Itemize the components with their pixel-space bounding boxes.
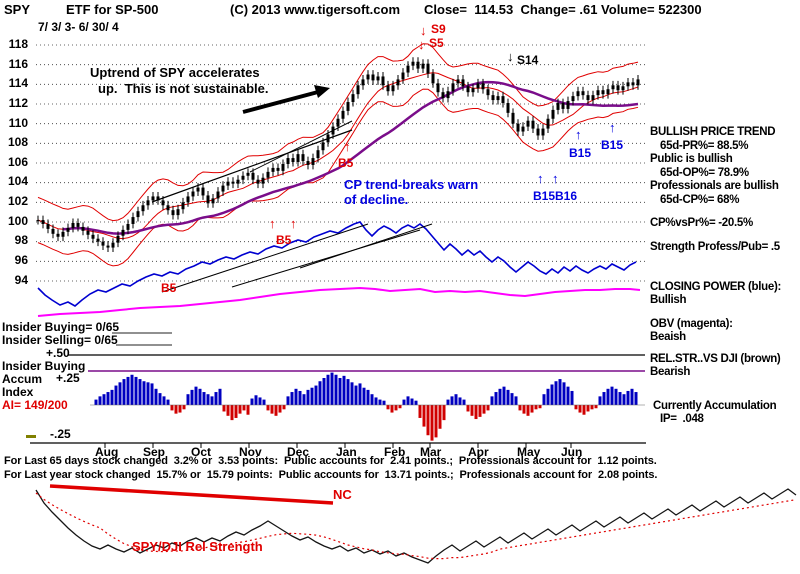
right-panel-line: Strength Profess/Pub= .5 bbox=[650, 241, 780, 253]
price-axis-label: 98 bbox=[14, 233, 28, 247]
date-range: 7/ 3/ 3- 6/ 30/ 4 bbox=[38, 20, 119, 34]
chart-overlay-lines bbox=[26, 85, 646, 505]
month-label: Aug bbox=[95, 445, 119, 459]
quote-line: Close= 114.53 Change= .61 Volume= 522300 bbox=[424, 2, 702, 17]
b5-signal: B5 bbox=[161, 281, 177, 295]
accum-index-label2: Accum bbox=[2, 372, 43, 386]
month-label: Jan bbox=[336, 445, 357, 459]
right-panel-line: Beaish bbox=[650, 331, 686, 343]
accum-index-label3: Index bbox=[2, 385, 34, 399]
chart-title: ETF for SP-500 bbox=[66, 2, 159, 17]
stats-line-year: For Last year stock changed 15.7% or 15.… bbox=[4, 469, 658, 481]
price-axis-label: 104 bbox=[7, 174, 28, 188]
price-axis-label: 108 bbox=[7, 135, 28, 149]
sell-arrow-icon: ↓ bbox=[507, 49, 514, 64]
ai-value-label: AI= 149/200 bbox=[2, 398, 68, 412]
symbol-label: SPY bbox=[4, 2, 31, 17]
s9-signal: S9 bbox=[431, 22, 446, 36]
right-panel-line: REL.STR..VS DJI (brown) bbox=[650, 353, 781, 365]
buy-arrow-icon: ↑ bbox=[269, 216, 276, 231]
buy-arrow-icon: ↑ bbox=[344, 139, 351, 154]
price-axis-label: 118 bbox=[8, 37, 28, 51]
b15-signal: B15 bbox=[601, 138, 624, 152]
right-panel-line: Bearish bbox=[650, 366, 691, 378]
month-label: Apr bbox=[468, 445, 489, 459]
b15b16-signal: B15B16 bbox=[533, 189, 578, 203]
right-panel-line: 65d-OP%= 78.9% bbox=[660, 167, 749, 179]
right-panel-line: CP%vsPr%= -20.5% bbox=[650, 217, 753, 229]
cp-warning-line1: CP trend-breaks warn bbox=[344, 177, 479, 192]
stats-line-65d: For Last 65 days stock changed 3.2% or 3… bbox=[4, 455, 657, 467]
price-axis-label: 116 bbox=[8, 57, 28, 71]
month-label: May bbox=[517, 445, 541, 459]
right-panel-line: Bullish bbox=[650, 294, 687, 306]
sell-arrow-icon: ↓ bbox=[420, 23, 427, 38]
acceleration-arrow bbox=[242, 90, 319, 114]
olive-tick bbox=[26, 435, 36, 438]
price-axis-label: 112 bbox=[8, 96, 28, 110]
month-label: Sep bbox=[143, 445, 166, 459]
month-label: Feb bbox=[384, 445, 406, 459]
right-panel-line: 65d-PR%= 88.5% bbox=[660, 140, 749, 152]
month-label: Oct bbox=[191, 445, 212, 459]
month-label: Jun bbox=[561, 445, 583, 459]
price-axis-label: 96 bbox=[14, 253, 28, 267]
insider-buying-label: Insider Buying= 0/65 bbox=[2, 320, 120, 334]
month-label: Nov bbox=[239, 445, 262, 459]
price-axis-label: 110 bbox=[8, 116, 28, 130]
insider-selling-label: Insider Selling= 0/65 bbox=[2, 333, 118, 347]
price-axis-label: 102 bbox=[7, 194, 28, 208]
right-panel-line: Public is bullish bbox=[650, 153, 733, 165]
right-panel-line: Currently Accumulation bbox=[653, 400, 777, 412]
right-panel-line: CLOSING POWER (blue): bbox=[650, 281, 782, 293]
minus25-level-label: -.25 bbox=[50, 427, 71, 441]
right-panel-line: OBV (magenta): bbox=[650, 318, 733, 330]
sell-arrow-icon: ↓ bbox=[418, 37, 425, 52]
cp-warning-line2: of decline. bbox=[344, 192, 409, 207]
buy-arrow-icon: ↑ bbox=[552, 171, 559, 186]
b5-signal: B5 bbox=[276, 233, 292, 247]
plus50-level-label: +.50 bbox=[46, 346, 70, 360]
buy-arrow-icon: ↑ bbox=[290, 216, 297, 231]
buy-arrow-icon: ↑ bbox=[537, 171, 544, 186]
month-label: Dec bbox=[287, 445, 310, 459]
rel-strength-label: SPY/DJI Rel Strength bbox=[132, 539, 263, 554]
right-panel-line: IP= .048 bbox=[660, 413, 704, 425]
buy-arrow-icon: ↑ bbox=[575, 127, 582, 142]
accum-index-label1: Insider Buying bbox=[2, 359, 86, 373]
right-panel-line: BULLISH PRICE TREND bbox=[650, 126, 776, 138]
right-panel-line: Professionals are bullish bbox=[650, 180, 779, 192]
b15-signal: B15 bbox=[569, 146, 592, 160]
b5-signal: B5 bbox=[338, 156, 354, 170]
s5-signal: S5 bbox=[429, 36, 444, 50]
copyright-label: (C) 2013 www.tigersoft.com bbox=[230, 2, 400, 17]
price-axis-label: 94 bbox=[14, 273, 28, 287]
acceleration-arrowhead bbox=[314, 85, 330, 98]
right-panel-line: 65d-CP%= 68% bbox=[660, 194, 740, 206]
price-axis-label: 114 bbox=[8, 76, 28, 90]
s14-signal: S14 bbox=[517, 53, 539, 67]
price-axis-label: 100 bbox=[7, 214, 28, 228]
uptrend-note-line2: up. This is not sustainable. bbox=[98, 81, 269, 96]
price-axis-label: 106 bbox=[7, 155, 28, 169]
plus25-level-label: +.25 bbox=[56, 371, 80, 385]
nc-trendline bbox=[49, 484, 334, 505]
nc-label: NC bbox=[333, 487, 352, 502]
month-label: Mar bbox=[420, 445, 442, 459]
uptrend-note-line1: Uptrend of SPY accelerates bbox=[90, 65, 260, 80]
buy-arrow-icon: ↑ bbox=[609, 120, 616, 135]
